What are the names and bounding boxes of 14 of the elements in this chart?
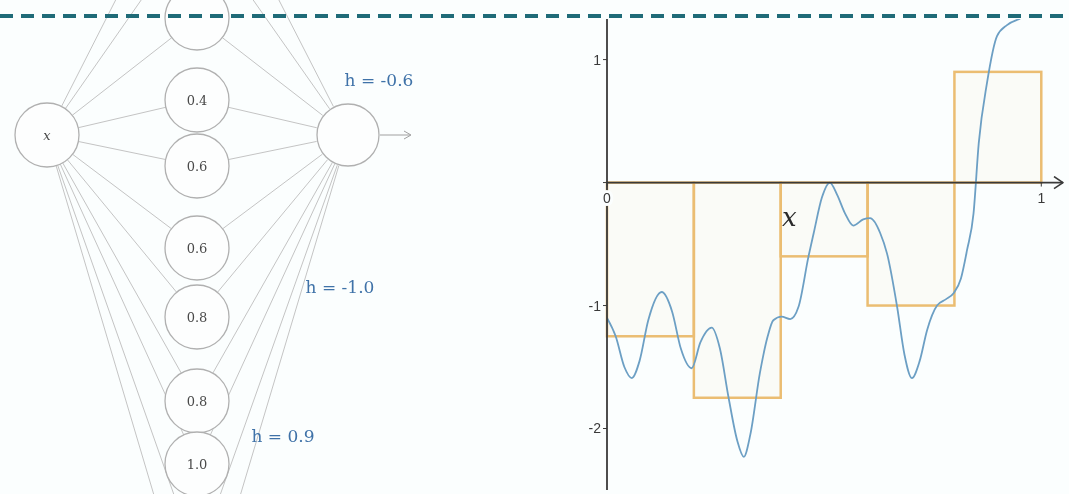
y-tick-label: -1: [588, 297, 602, 314]
text: x: [43, 127, 52, 143]
text: 0.6: [186, 240, 208, 256]
text: 0.8: [186, 309, 208, 325]
text: 0.8: [186, 393, 208, 409]
x-axis-title: x: [782, 201, 797, 232]
text: 1.0: [186, 456, 208, 472]
text: 0.4: [186, 92, 208, 108]
text: h = -1.0: [305, 277, 375, 297]
y-tick-label: -2: [588, 420, 602, 437]
text: 0.6: [186, 158, 208, 174]
text: h = -0.6: [344, 70, 414, 90]
text: h = 0.9: [251, 426, 315, 446]
y-tick-label: 1: [593, 51, 602, 68]
